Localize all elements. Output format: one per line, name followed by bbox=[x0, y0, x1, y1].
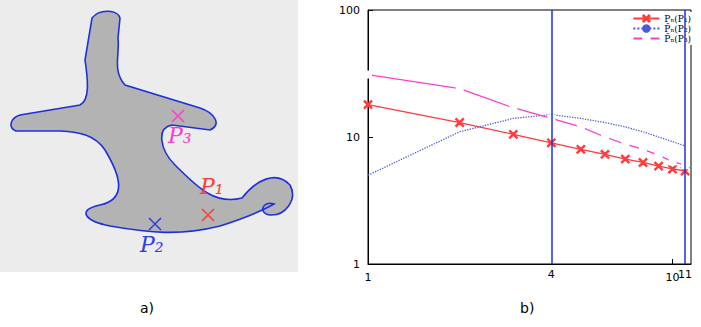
svg-text:P₁: P₁ bbox=[199, 174, 224, 199]
html-text:b): b) bbox=[520, 300, 535, 316]
svg-text:1: 1 bbox=[365, 271, 372, 284]
html-text:a): a) bbox=[140, 300, 154, 316]
svg-text:4: 4 bbox=[548, 268, 555, 281]
svg-text:10: 10 bbox=[346, 131, 360, 144]
svg-text:P̃ₙ(P₂): P̃ₙ(P₂) bbox=[664, 23, 691, 34]
svg-text:1: 1 bbox=[353, 258, 360, 271]
svg-text:P₂: P₂ bbox=[139, 232, 164, 257]
svg-text:100: 100 bbox=[339, 4, 360, 17]
svg-text:P̃ₙ(P₃): P̃ₙ(P₃) bbox=[664, 33, 691, 44]
svg-text:Pₙ(P₁): Pₙ(P₁) bbox=[664, 14, 691, 24]
svg-text:P₃: P₃ bbox=[167, 123, 192, 148]
svg-text:10: 10 bbox=[665, 271, 680, 284]
svg-text:11: 11 bbox=[678, 268, 692, 281]
